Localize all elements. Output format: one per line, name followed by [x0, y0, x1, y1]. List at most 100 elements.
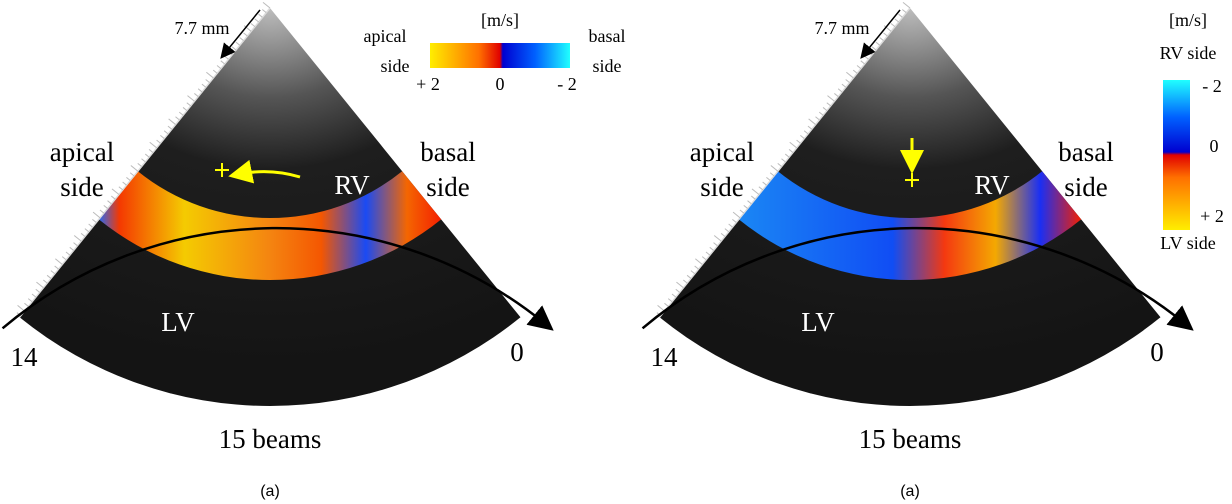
ruler-tick [231, 46, 237, 51]
ruler-tick [837, 88, 843, 93]
ruler-tick [788, 149, 794, 153]
ruler-tick [720, 232, 726, 237]
ruler-tick [826, 102, 832, 107]
ruler-tick [758, 186, 764, 191]
side-label: side [60, 172, 104, 202]
rv-label: RV [974, 170, 1010, 200]
ruler-tick [122, 181, 127, 186]
ruler-tick [175, 116, 180, 121]
ruler-tick [186, 102, 192, 107]
side-label: apical [690, 137, 754, 167]
ruler-tick [107, 200, 112, 205]
ruler-tick [197, 88, 203, 93]
ruler-tick [902, 9, 907, 14]
rv-label: RV [334, 170, 370, 200]
velocity-band [738, 171, 1082, 280]
ruler-tick [187, 95, 195, 102]
ruler-tick [695, 258, 703, 265]
ruler-tick [206, 71, 214, 79]
colorbar-label: side [593, 56, 622, 76]
ruler-tick [818, 111, 824, 116]
ruler-tick [137, 163, 142, 167]
ruler-tick [201, 83, 207, 88]
colorbar [430, 43, 570, 68]
ruler-tick [61, 256, 67, 261]
ruler-tick [178, 111, 184, 116]
ruler-tick [46, 274, 52, 279]
ruler-tick [803, 130, 809, 135]
ruler-tick [875, 41, 881, 46]
ruler-tick [781, 158, 786, 163]
ruler-tick [212, 69, 218, 74]
ruler-tick [103, 204, 108, 209]
ruler-tick [713, 242, 718, 247]
ruler-tick [224, 55, 229, 60]
ruler-tick [705, 251, 711, 256]
ruler-tick [841, 83, 847, 88]
ruler-tick [144, 153, 150, 158]
ruler-tick [73, 242, 78, 247]
ruler-tick [92, 211, 101, 219]
ruler-tick [35, 288, 40, 293]
beam-arc [641, 226, 1194, 331]
ruler-tick [690, 270, 696, 275]
ruler-tick [43, 279, 48, 284]
ruler-tick [149, 141, 158, 149]
scale-bar [860, 9, 901, 59]
ruler-tick [724, 228, 730, 233]
ruler-tick [17, 305, 25, 312]
ruler-tick [88, 223, 93, 228]
ruler-tick [713, 235, 722, 242]
ruler-tick [55, 258, 63, 265]
marker-plus [905, 173, 919, 187]
ruler-tick [743, 204, 748, 209]
ruler-tick [766, 176, 771, 181]
ruler-tick [675, 288, 680, 293]
side-label: apical [50, 137, 114, 167]
ruler-tick [750, 195, 756, 200]
ruler-tick [898, 13, 903, 18]
beam-arc [1, 226, 554, 331]
ruler-tick [890, 23, 896, 28]
caption: (a) [260, 483, 280, 500]
side-label: basal [420, 137, 475, 167]
ruler-tick [686, 274, 692, 279]
ruler-tick [667, 298, 673, 303]
beam-count: 15 beams [859, 424, 962, 454]
ruler-tick [36, 281, 44, 289]
ruler-tick [796, 139, 801, 144]
ruler-tick [220, 60, 226, 65]
ruler-tick [160, 135, 165, 139]
ruler-tick [243, 25, 252, 32]
unit: [m/s] [1169, 10, 1207, 30]
colorbar-tick: 0 [1210, 136, 1219, 156]
beam-index: 14 [11, 342, 39, 372]
colorbar-label: apical [364, 26, 407, 46]
ruler-tick [118, 186, 124, 191]
colorbar-tick: - 2 [557, 74, 577, 94]
ruler-tick [31, 293, 37, 298]
ruler-tick [769, 172, 775, 177]
ruler-tick [24, 302, 29, 307]
ruler-tick [84, 228, 90, 233]
ruler-tick [852, 69, 858, 74]
ruler-tick [701, 256, 707, 261]
ruler-tick [846, 71, 854, 79]
ruler-tick [250, 23, 256, 28]
ruler-tick [671, 293, 677, 298]
ruler-tick [182, 107, 188, 111]
ruler-tick [808, 118, 816, 125]
ruler-tick [235, 41, 241, 46]
ruler-tick [883, 32, 888, 37]
ruler-tick [27, 298, 33, 303]
side-label: side [700, 172, 744, 202]
ultrasound-fan [19, 8, 521, 407]
ruler-tick [243, 32, 248, 37]
ruler-tick [800, 135, 805, 139]
ruler-tick [822, 107, 828, 111]
ruler-tick [894, 18, 899, 23]
ruler-tick [770, 165, 779, 172]
images [1, 1, 1194, 407]
ruler [18, 7, 271, 318]
ruler-tick [130, 165, 139, 172]
